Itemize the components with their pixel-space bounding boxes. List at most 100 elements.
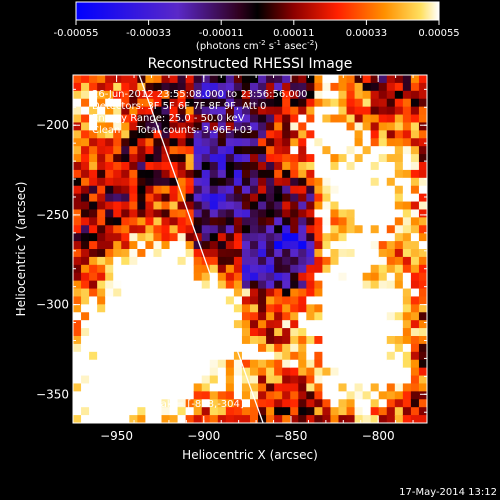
heatmap-cell — [354, 256, 364, 266]
heatmap-cell — [370, 241, 380, 250]
heatmap-cell — [290, 249, 299, 258]
heatmap-cell — [370, 320, 380, 329]
heatmap-cell — [217, 138, 227, 147]
heatmap-cell — [209, 328, 219, 337]
heatmap-cell — [386, 98, 396, 108]
heatmap-cell — [105, 138, 114, 147]
heatmap-cell — [418, 351, 427, 361]
heatmap-cell — [410, 146, 420, 155]
heatmap-cell — [322, 130, 332, 139]
heatmap-cell — [241, 201, 251, 211]
heatmap-cell — [225, 209, 235, 218]
heatmap-cell — [185, 296, 195, 305]
heatmap-cell — [201, 272, 211, 282]
heatmap-cell — [73, 415, 82, 423]
heatmap-cell — [402, 288, 412, 298]
plot-frame — [72, 74, 428, 424]
heatmap-cell — [121, 351, 130, 361]
heatmap-cell — [193, 351, 203, 361]
heatmap-cell — [418, 336, 427, 345]
heatmap-cell — [290, 320, 299, 329]
heatmap-cell — [394, 114, 404, 124]
heatmap-cell — [258, 146, 267, 155]
heatmap-cell — [282, 177, 291, 187]
heatmap-cell — [129, 122, 138, 131]
heatmap-cell — [354, 296, 364, 305]
heatmap-cell — [274, 272, 283, 282]
heatmap-cell — [193, 241, 203, 250]
heatmap-cell — [209, 169, 219, 179]
heatmap-cell — [97, 288, 106, 298]
heatmap-cell — [266, 249, 275, 258]
heatmap-cell — [145, 407, 155, 416]
heatmap-cell — [410, 90, 420, 100]
heatmap-cell — [105, 114, 114, 124]
heatmap-cell — [129, 304, 138, 313]
heatmap-cell — [298, 82, 307, 92]
heatmap-cell — [386, 391, 396, 400]
heatmap-cell — [201, 264, 211, 274]
heatmap-cell — [306, 399, 315, 408]
heatmap-cell — [346, 320, 356, 329]
heatmap-cell — [274, 75, 283, 84]
heatmap-cell — [145, 375, 155, 385]
heatmap-cell — [201, 122, 211, 131]
heatmap-cell — [137, 154, 147, 163]
heatmap-cell — [201, 320, 211, 329]
heatmap-cell — [81, 114, 90, 124]
heatmap-cell — [225, 114, 235, 124]
heatmap-cell — [113, 375, 122, 385]
heatmap-cell — [250, 98, 259, 108]
heatmap-cell — [97, 399, 106, 408]
heatmap-cell — [145, 367, 155, 377]
heatmap-cell — [266, 359, 275, 369]
heatmap-cell — [418, 114, 427, 124]
heatmap-cell — [169, 367, 179, 377]
heatmap-cell — [410, 225, 420, 234]
heatmap-cell — [266, 328, 275, 337]
heatmap-cell — [81, 288, 90, 298]
heatmap-cell — [298, 280, 307, 290]
heatmap-cell — [209, 320, 219, 329]
heatmap-cell — [113, 233, 122, 242]
heatmap-cell — [362, 225, 372, 234]
heatmap-cell — [153, 280, 163, 290]
heatmap-cell — [354, 106, 364, 116]
heatmap-cell — [314, 225, 324, 234]
heatmap-cell — [145, 383, 155, 392]
heatmap-cell — [185, 375, 195, 385]
heatmap-cell — [250, 328, 259, 337]
heatmap-cell — [402, 114, 412, 124]
heatmap-cell — [129, 280, 138, 290]
heatmap-cell — [290, 201, 299, 211]
heatmap-cell — [193, 367, 203, 377]
heatmap-cell — [266, 351, 275, 361]
heatmap-cell — [370, 82, 380, 92]
heatmap-cell — [81, 343, 90, 353]
heatmap-cell — [394, 169, 404, 179]
heatmap-cell — [362, 288, 372, 298]
x-tick-label: −950 — [100, 429, 133, 443]
heatmap-cell — [258, 367, 267, 377]
heatmap-cell — [113, 154, 122, 163]
heatmap-cell — [89, 367, 98, 377]
heatmap-cell — [250, 217, 259, 226]
heatmap-cell — [330, 304, 340, 313]
heatmap-cell — [225, 336, 235, 345]
heatmap-cell — [233, 367, 243, 377]
heatmap-cell — [298, 146, 307, 155]
heatmap-cell — [306, 296, 315, 305]
heatmap-cell — [105, 359, 114, 369]
heatmap-cell — [89, 98, 98, 108]
heatmap-cell — [338, 320, 348, 329]
heatmap-cell — [201, 90, 211, 100]
heatmap-cell — [121, 106, 130, 116]
heatmap-cell — [274, 367, 283, 377]
heatmap-cell — [233, 280, 243, 290]
heatmap-cell — [298, 122, 307, 131]
heatmap-cell — [386, 193, 396, 203]
heatmap-cell — [378, 304, 388, 313]
heatmap-cell — [322, 367, 332, 377]
heatmap-cell — [298, 256, 307, 266]
heatmap-cell — [250, 272, 259, 282]
